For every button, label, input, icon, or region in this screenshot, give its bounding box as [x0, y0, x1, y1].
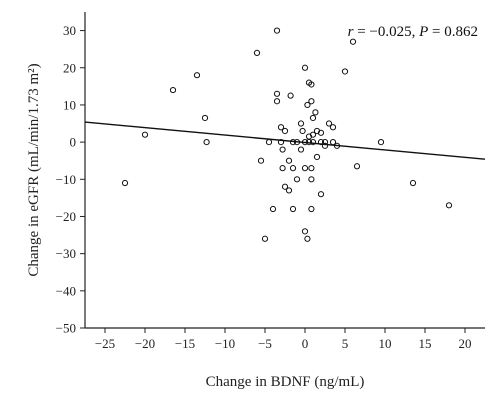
data-point	[301, 64, 309, 71]
data-point	[308, 81, 315, 88]
data-point	[353, 163, 361, 170]
y-tick-label: 20	[63, 60, 76, 75]
data-point	[287, 92, 294, 99]
data-point	[317, 191, 325, 198]
x-tick-label: −15	[175, 336, 195, 351]
data-point	[277, 139, 285, 146]
p-symbol: P	[418, 24, 428, 40]
data-point	[308, 98, 315, 105]
data-point	[445, 202, 453, 209]
data-point	[308, 205, 315, 213]
data-point	[297, 146, 305, 153]
y-tick-label: −20	[56, 209, 76, 224]
data-point	[377, 139, 385, 146]
y-tick-label: −30	[56, 246, 76, 261]
data-point	[321, 142, 329, 149]
data-point	[121, 179, 129, 187]
x-tick-label: 15	[419, 336, 432, 351]
r-value: = −0.025,	[353, 24, 419, 40]
data-point	[169, 86, 177, 94]
data-point	[281, 183, 289, 190]
x-axis-label: Change in BDNF (ng/mL)	[206, 374, 365, 390]
p-value: = 0.862	[428, 24, 478, 40]
x-tick-label: 10	[379, 336, 392, 351]
y-tick-label: 30	[63, 23, 76, 38]
data-point	[341, 68, 349, 75]
data-point	[299, 127, 306, 135]
data-point	[269, 205, 277, 213]
x-tick-label: 5	[342, 336, 349, 351]
data-point	[289, 165, 297, 172]
y-tick-label: −50	[56, 321, 76, 336]
data-point	[304, 101, 311, 109]
data-point	[309, 114, 317, 122]
data-point	[409, 179, 417, 187]
data-point	[349, 38, 357, 45]
data-point	[203, 139, 210, 146]
x-tick-label: 20	[459, 336, 472, 351]
data-point	[317, 139, 325, 146]
r-symbol: r	[348, 24, 354, 40]
data-point	[308, 176, 315, 183]
data-point	[312, 109, 319, 116]
data-point	[285, 187, 293, 194]
data-point	[257, 157, 265, 164]
regression-line	[84, 121, 486, 160]
y-tick-label: 0	[70, 135, 77, 150]
x-tick-label: 0	[302, 336, 309, 351]
data-point	[301, 228, 309, 235]
data-point	[289, 205, 297, 213]
data-point	[317, 129, 325, 136]
data-point	[261, 235, 269, 242]
data-point	[297, 120, 305, 127]
x-tick-label: −20	[135, 336, 155, 351]
data-point	[193, 72, 201, 79]
data-point	[277, 124, 285, 131]
y-axis-label: Change in eGFR (mL/min/1.73 m²)	[26, 63, 42, 276]
data-point	[325, 120, 333, 127]
data-point	[273, 98, 281, 105]
data-point	[279, 146, 286, 153]
data-point	[141, 131, 149, 138]
data-point	[313, 153, 321, 161]
data-point	[201, 114, 209, 122]
data-point	[301, 165, 309, 172]
data-point	[265, 139, 273, 146]
data-point	[273, 27, 281, 34]
data-point	[285, 157, 293, 164]
x-tick-label: −25	[95, 336, 115, 351]
data-point	[309, 131, 317, 138]
data-point	[293, 176, 301, 183]
data-point	[253, 49, 261, 56]
data-point	[304, 235, 311, 242]
x-tick-label: −5	[258, 336, 272, 351]
data-point	[329, 124, 337, 131]
x-tick-label: −10	[215, 336, 235, 351]
y-tick-label: −40	[56, 283, 76, 298]
data-point	[308, 165, 315, 172]
data-point	[273, 90, 281, 97]
correlation-annotation: r = −0.025, P = 0.862	[348, 24, 478, 40]
data-point	[281, 127, 289, 135]
data-point	[309, 139, 317, 146]
y-tick-label: −10	[56, 172, 76, 187]
data-point	[279, 165, 286, 172]
y-tick-label: 10	[63, 97, 76, 112]
